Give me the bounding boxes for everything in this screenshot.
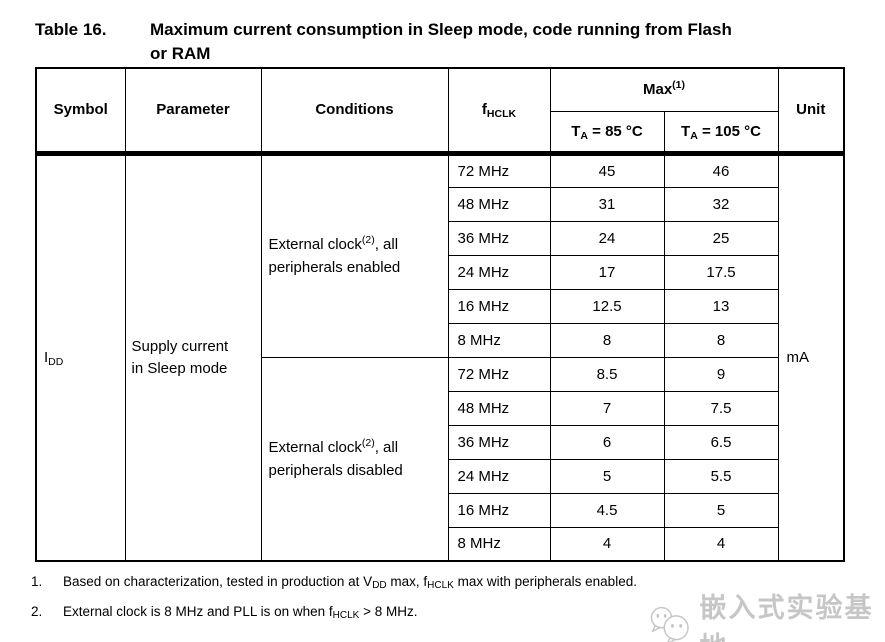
header-conditions: Conditions: [260, 67, 449, 156]
symbol-cell: IDD: [35, 152, 126, 562]
header-parameter: Parameter: [124, 67, 262, 156]
table-row: 48 MHz 31 32: [36, 186, 844, 222]
footnote-1: 1. Based on characterization, tested in …: [31, 574, 637, 591]
max85-cell: 7: [549, 390, 665, 426]
freq-cell: 8 MHz: [447, 322, 551, 358]
header-ta-105: TA = 105 °C: [663, 110, 779, 156]
table-number: Table 16.: [35, 20, 107, 39]
table-row: External clock(2), all peripherals disab…: [36, 356, 844, 562]
condition-cell-disabled: External clock(2), all peripherals disab…: [260, 356, 449, 562]
freq-cell: 24 MHz: [447, 254, 551, 290]
max105-cell: 17.5: [663, 254, 779, 290]
freq-cell: 24 MHz: [447, 458, 551, 494]
max105-cell: 5.5: [663, 458, 779, 494]
table-title-line1: Maximum current consumption in Sleep mod…: [150, 20, 732, 39]
max85-cell: 8.5: [549, 356, 665, 392]
max85-cell: 17: [549, 254, 665, 290]
max105-cell: 13: [663, 288, 779, 324]
unit-cell: mA: [777, 152, 845, 562]
condition-cell-enabled: External clock(2), all peripherals enabl…: [260, 152, 449, 358]
table-caption: Table 16. Maximum current consumption in…: [35, 18, 845, 66]
max85-cell: 24: [549, 220, 665, 256]
max85-cell: 45: [549, 152, 665, 188]
max105-cell: 9: [663, 356, 779, 392]
max85-cell: 5: [549, 458, 665, 494]
freq-cell: 48 MHz: [447, 390, 551, 426]
parameter-cell: Supply current in Sleep mode: [124, 152, 262, 562]
max85-cell: 6: [549, 424, 665, 460]
max105-cell: 25: [663, 220, 779, 256]
freq-cell: 48 MHz: [447, 186, 551, 222]
max85-cell: 4.5: [549, 492, 665, 528]
freq-cell: 36 MHz: [447, 220, 551, 256]
table-row: 16 MHz 12.5 13: [36, 288, 844, 324]
watermark: 嵌入式实验基地: [646, 586, 885, 642]
freq-cell: 16 MHz: [447, 288, 551, 324]
max105-cell: 8: [663, 322, 779, 358]
table-row: 8 MHz 4 4: [36, 526, 844, 562]
max85-cell: 31: [549, 186, 665, 222]
consumption-table: Symbol Parameter Conditions fHCLK Max(1)…: [35, 67, 845, 562]
watermark-text: 嵌入式实验基地: [699, 593, 874, 642]
header-ta-85: TA = 85 °C: [549, 110, 665, 156]
footnote-1-text: Based on characterization, tested in pro…: [63, 574, 637, 591]
max105-cell: 32: [663, 186, 779, 222]
table-row: 16 MHz 4.5 5: [36, 492, 844, 528]
freq-cell: 72 MHz: [447, 152, 551, 188]
table-row: 48 MHz 7 7.5: [36, 390, 844, 426]
header-max: Max(1): [549, 67, 779, 112]
max85-cell: 12.5: [549, 288, 665, 324]
table-title: Maximum current consumption in Sleep mod…: [150, 18, 845, 66]
table-row: 36 MHz 24 25: [36, 220, 844, 256]
table-title-line2: or RAM: [150, 44, 211, 63]
max85-cell: 8: [549, 322, 665, 358]
freq-cell: 36 MHz: [447, 424, 551, 460]
max105-cell: 5: [663, 492, 779, 528]
footnote-2-text: External clock is 8 MHz and PLL is on wh…: [63, 604, 418, 621]
table-row: IDD Supply current in Sleep mode Externa…: [35, 152, 845, 562]
footnote-2: 2. External clock is 8 MHz and PLL is on…: [31, 604, 418, 621]
header-fhclk: fHCLK: [447, 67, 551, 156]
max105-cell: 7.5: [663, 390, 779, 426]
header-unit: Unit: [777, 67, 845, 156]
chat-bubbles-icon: [650, 606, 689, 642]
freq-cell: 72 MHz: [447, 356, 551, 392]
table-row: 36 MHz 6 6.5: [36, 424, 844, 460]
max85-cell: 4: [549, 526, 665, 562]
table-row: 24 MHz 17 17.5: [36, 254, 844, 290]
max105-cell: 6.5: [663, 424, 779, 460]
header-symbol: Symbol: [35, 67, 126, 156]
freq-cell: 16 MHz: [447, 492, 551, 528]
freq-cell: 8 MHz: [447, 526, 551, 562]
max105-cell: 4: [663, 526, 779, 562]
max105-cell: 46: [663, 152, 779, 188]
